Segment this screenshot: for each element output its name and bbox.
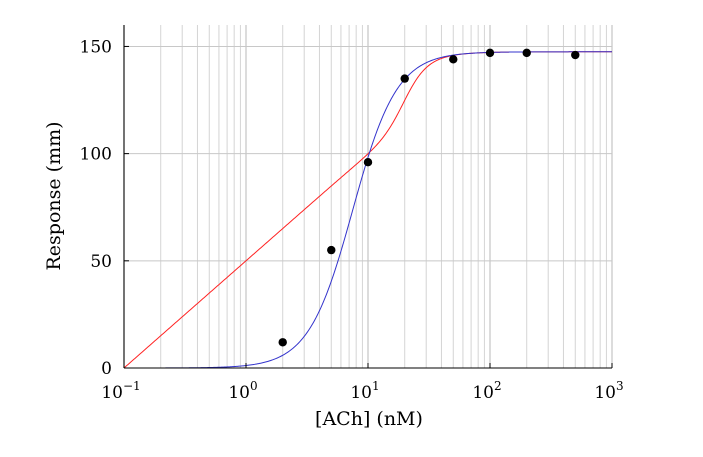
y-tick-label: 150: [80, 37, 112, 57]
x-tick-labels: 10−1 100 101 102 103: [101, 379, 623, 403]
data-point: [449, 55, 458, 64]
data-points: [278, 48, 580, 347]
x-tick-label: 103: [594, 379, 623, 403]
data-point: [485, 48, 495, 58]
y-tick-label: 50: [90, 252, 112, 272]
data-point: [522, 48, 531, 58]
axes: [123, 25, 613, 369]
data-point: [327, 245, 336, 255]
x-tick-label: 102: [472, 379, 501, 403]
data-point: [363, 158, 373, 167]
y-axis-label: Response (mm): [43, 121, 65, 270]
data-point: [400, 74, 409, 83]
y-tick-label: 0: [101, 359, 112, 379]
x-axis-label: [ACh] (nM): [315, 408, 423, 430]
data-point: [278, 338, 287, 347]
y-tick-labels: 0 50 100 150: [80, 37, 112, 379]
grid: [123, 25, 613, 369]
x-tick-label: 100: [228, 379, 257, 403]
x-tick-label: 10−1: [101, 379, 140, 403]
data-point: [571, 50, 580, 60]
y-tick-label: 100: [80, 145, 112, 165]
x-tick-label: 101: [350, 379, 379, 403]
